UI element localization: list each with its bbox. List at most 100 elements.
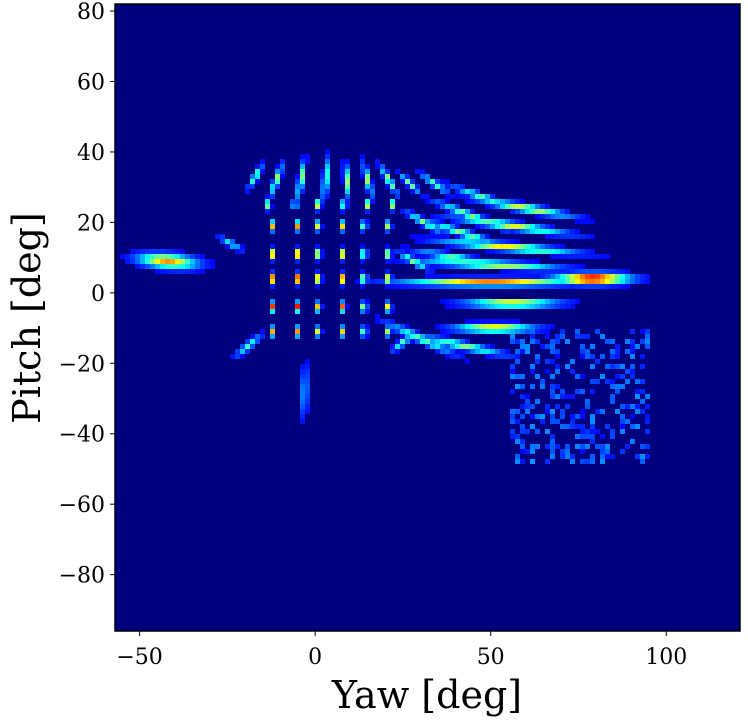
heatmap-cell bbox=[375, 279, 380, 284]
heatmap-cell bbox=[475, 319, 480, 324]
heatmap-cell bbox=[595, 254, 600, 259]
heatmap-cell bbox=[450, 264, 455, 269]
heatmap-cell bbox=[450, 244, 455, 249]
heatmap-cell bbox=[525, 244, 530, 249]
heatmap-cell bbox=[550, 274, 555, 279]
heatmap-cell bbox=[420, 254, 425, 259]
heatmap-cell bbox=[300, 414, 305, 419]
heatmap-cell bbox=[630, 354, 635, 359]
heatmap-cell bbox=[565, 254, 570, 259]
heatmap-cell bbox=[625, 349, 630, 354]
heatmap-cell bbox=[250, 334, 255, 339]
heatmap-cell bbox=[420, 334, 425, 339]
heatmap-cell bbox=[375, 159, 380, 164]
heatmap-cell bbox=[535, 444, 540, 449]
heatmap-cell bbox=[270, 329, 275, 334]
heatmap-cell bbox=[545, 209, 550, 214]
heatmap-cell bbox=[305, 389, 310, 394]
heatmap-cell bbox=[130, 249, 135, 254]
heatmap-cell bbox=[495, 349, 500, 354]
heatmap-cell bbox=[390, 329, 395, 334]
heatmap-cell bbox=[425, 339, 430, 344]
heatmap-cell bbox=[295, 224, 300, 229]
heatmap-cell bbox=[560, 454, 565, 459]
heatmap-cell bbox=[580, 284, 585, 289]
heatmap-cell bbox=[610, 354, 615, 359]
heatmap-cell bbox=[270, 249, 275, 254]
heatmap-cell bbox=[465, 199, 470, 204]
heatmap-cell bbox=[565, 274, 570, 279]
heatmap-cell bbox=[365, 219, 370, 224]
heatmap-cell bbox=[340, 299, 345, 304]
heatmap-cell bbox=[180, 269, 185, 274]
heatmap-cell bbox=[415, 184, 420, 189]
heatmap-cell bbox=[510, 374, 515, 379]
heatmap-cell bbox=[610, 394, 615, 399]
heatmap-cell bbox=[540, 274, 545, 279]
heatmap-cell bbox=[305, 404, 310, 409]
heatmap-cell bbox=[485, 329, 490, 334]
heatmap-cell bbox=[520, 249, 525, 254]
heatmap-cell bbox=[605, 279, 610, 284]
heatmap-cell bbox=[570, 369, 575, 374]
heatmap-cell bbox=[415, 279, 420, 284]
heatmap-cell bbox=[305, 384, 310, 389]
heatmap-cell bbox=[360, 169, 365, 174]
heatmap-cell bbox=[460, 219, 465, 224]
heatmap-cell bbox=[560, 249, 565, 254]
heatmap-cell bbox=[540, 279, 545, 284]
heatmap-cell bbox=[505, 329, 510, 334]
heatmap-cell bbox=[495, 299, 500, 304]
heatmap-cell bbox=[365, 279, 370, 284]
heatmap-cell bbox=[345, 184, 350, 189]
heatmap-cell bbox=[340, 269, 345, 274]
heatmap-cell bbox=[575, 299, 580, 304]
heatmap-cell bbox=[510, 209, 515, 214]
heatmap-cell bbox=[390, 319, 395, 324]
heatmap-cell bbox=[515, 244, 520, 249]
heatmap-cell bbox=[560, 279, 565, 284]
heatmap-cell bbox=[445, 329, 450, 334]
heatmap-cell bbox=[450, 259, 455, 264]
heatmap-cell bbox=[585, 429, 590, 434]
heatmap-cell bbox=[640, 274, 645, 279]
heatmap-cell bbox=[645, 414, 650, 419]
heatmap-cell bbox=[275, 174, 280, 179]
heatmap-cell bbox=[470, 284, 475, 289]
heatmap-cell bbox=[515, 304, 520, 309]
heatmap-cell bbox=[505, 264, 510, 269]
heatmap-cell bbox=[545, 304, 550, 309]
heatmap-cell bbox=[405, 174, 410, 179]
heatmap-cell bbox=[295, 274, 300, 279]
heatmap-cell bbox=[440, 229, 445, 234]
heatmap-cell bbox=[295, 254, 300, 259]
heatmap-cell bbox=[210, 259, 215, 264]
heatmap-cell bbox=[270, 194, 275, 199]
heatmap-cell bbox=[470, 234, 475, 239]
heatmap-cell bbox=[555, 214, 560, 219]
heatmap-cell bbox=[340, 219, 345, 224]
heatmap-cell bbox=[450, 324, 455, 329]
heatmap-cell bbox=[585, 399, 590, 404]
heatmap-cell bbox=[530, 274, 535, 279]
heatmap-cell bbox=[230, 244, 235, 249]
heatmap-cell bbox=[580, 214, 585, 219]
heatmap-cell bbox=[340, 204, 345, 209]
heatmap-cell bbox=[385, 219, 390, 224]
heatmap-cell bbox=[540, 304, 545, 309]
heatmap-cell bbox=[305, 364, 310, 369]
heatmap-cell bbox=[555, 299, 560, 304]
heatmap-cell bbox=[535, 329, 540, 334]
heatmap-cell bbox=[645, 394, 650, 399]
heatmap-cell bbox=[400, 174, 405, 179]
heatmap-cell bbox=[485, 244, 490, 249]
heatmap-cell bbox=[465, 339, 470, 344]
heatmap-cell bbox=[260, 164, 265, 169]
heatmap-cell bbox=[530, 414, 535, 419]
heatmap-cell bbox=[360, 174, 365, 179]
heatmap-cell bbox=[445, 199, 450, 204]
heatmap-cell bbox=[415, 254, 420, 259]
heatmap-cell bbox=[530, 259, 535, 264]
heatmap-cell bbox=[305, 374, 310, 379]
heatmap-cell bbox=[485, 304, 490, 309]
